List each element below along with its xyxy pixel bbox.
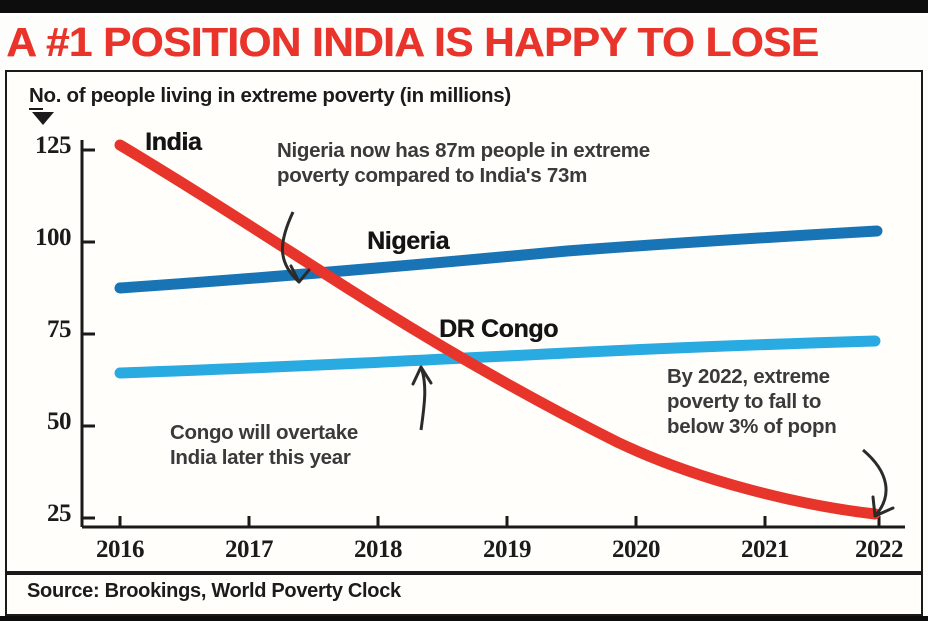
callout-arrowhead-future [871, 495, 895, 518]
series-line-india [114, 139, 881, 520]
headline-banner: A #1 POSITION INDIA IS HAPPY TO LOSE [0, 16, 928, 68]
line-chart-plot [80, 139, 905, 529]
callout-future-line2: poverty to fall to [667, 390, 822, 413]
x-tick-label-2020: 2020 [612, 536, 661, 563]
y-tick-marks [82, 148, 95, 520]
y-tick-label-25: 25 [47, 500, 72, 527]
page-title: A #1 POSITION INDIA IS HAPPY TO LOSE [6, 18, 819, 65]
x-tick-label-2018: 2018 [354, 536, 403, 563]
callout-arrowhead-congo [411, 365, 433, 386]
callout-future-note: By 2022, extreme poverty to fall to belo… [667, 364, 837, 439]
y-tick-label-50: 50 [47, 408, 72, 435]
callout-future-line3: below 3% of popn [667, 415, 837, 438]
x-tick-label-2017: 2017 [225, 536, 274, 563]
callout-arrow-congo [419, 366, 427, 431]
callout-future-line1: By 2022, extreme [667, 365, 830, 388]
callout-nigeria-note: Nigeria now has 87m people in extreme po… [277, 138, 650, 188]
subtitle-underline [29, 108, 43, 110]
chart-card: No. of people living in extreme poverty … [5, 70, 923, 616]
callout-arrowhead-nigeria [289, 264, 311, 284]
x-tick-label-2021: 2021 [741, 536, 790, 563]
top-rule-gap [0, 13, 928, 16]
callout-congo-note: Congo will overtake India later this yea… [170, 420, 358, 470]
chart-subtitle: No. of people living in extreme poverty … [29, 84, 511, 107]
source-divider [5, 571, 923, 575]
bottom-rule [0, 616, 928, 621]
x-tick-label-2019: 2019 [483, 536, 532, 563]
x-tick-label-2016: 2016 [96, 536, 145, 563]
axis-top-triangle-icon [32, 112, 54, 125]
series-label-india: India [145, 128, 202, 156]
top-rule [0, 0, 928, 13]
callout-nigeria-line1: Nigeria now has 87m people in extreme [277, 139, 650, 162]
series-label-drcongo: DR Congo [439, 315, 558, 343]
y-tick-label-125: 125 [35, 132, 72, 159]
y-tick-label-100: 100 [35, 224, 72, 251]
series-line-drcongo [114, 335, 881, 379]
callout-arrow-future [862, 448, 888, 518]
y-tick-label-75: 75 [47, 316, 72, 343]
callout-arrow-nigeria [281, 211, 301, 284]
source-credit: Source: Brookings, World Poverty Clock [27, 580, 401, 602]
x-tick-label-2022: 2022 [855, 536, 904, 563]
callout-congo-line1: Congo will overtake [170, 421, 358, 444]
x-tick-marks [118, 516, 881, 527]
series-line-nigeria [114, 225, 883, 294]
callout-congo-line2: India later this year [170, 446, 351, 469]
series-label-nigeria: Nigeria [367, 227, 449, 255]
callout-nigeria-line2: poverty compared to India's 73m [277, 164, 588, 187]
